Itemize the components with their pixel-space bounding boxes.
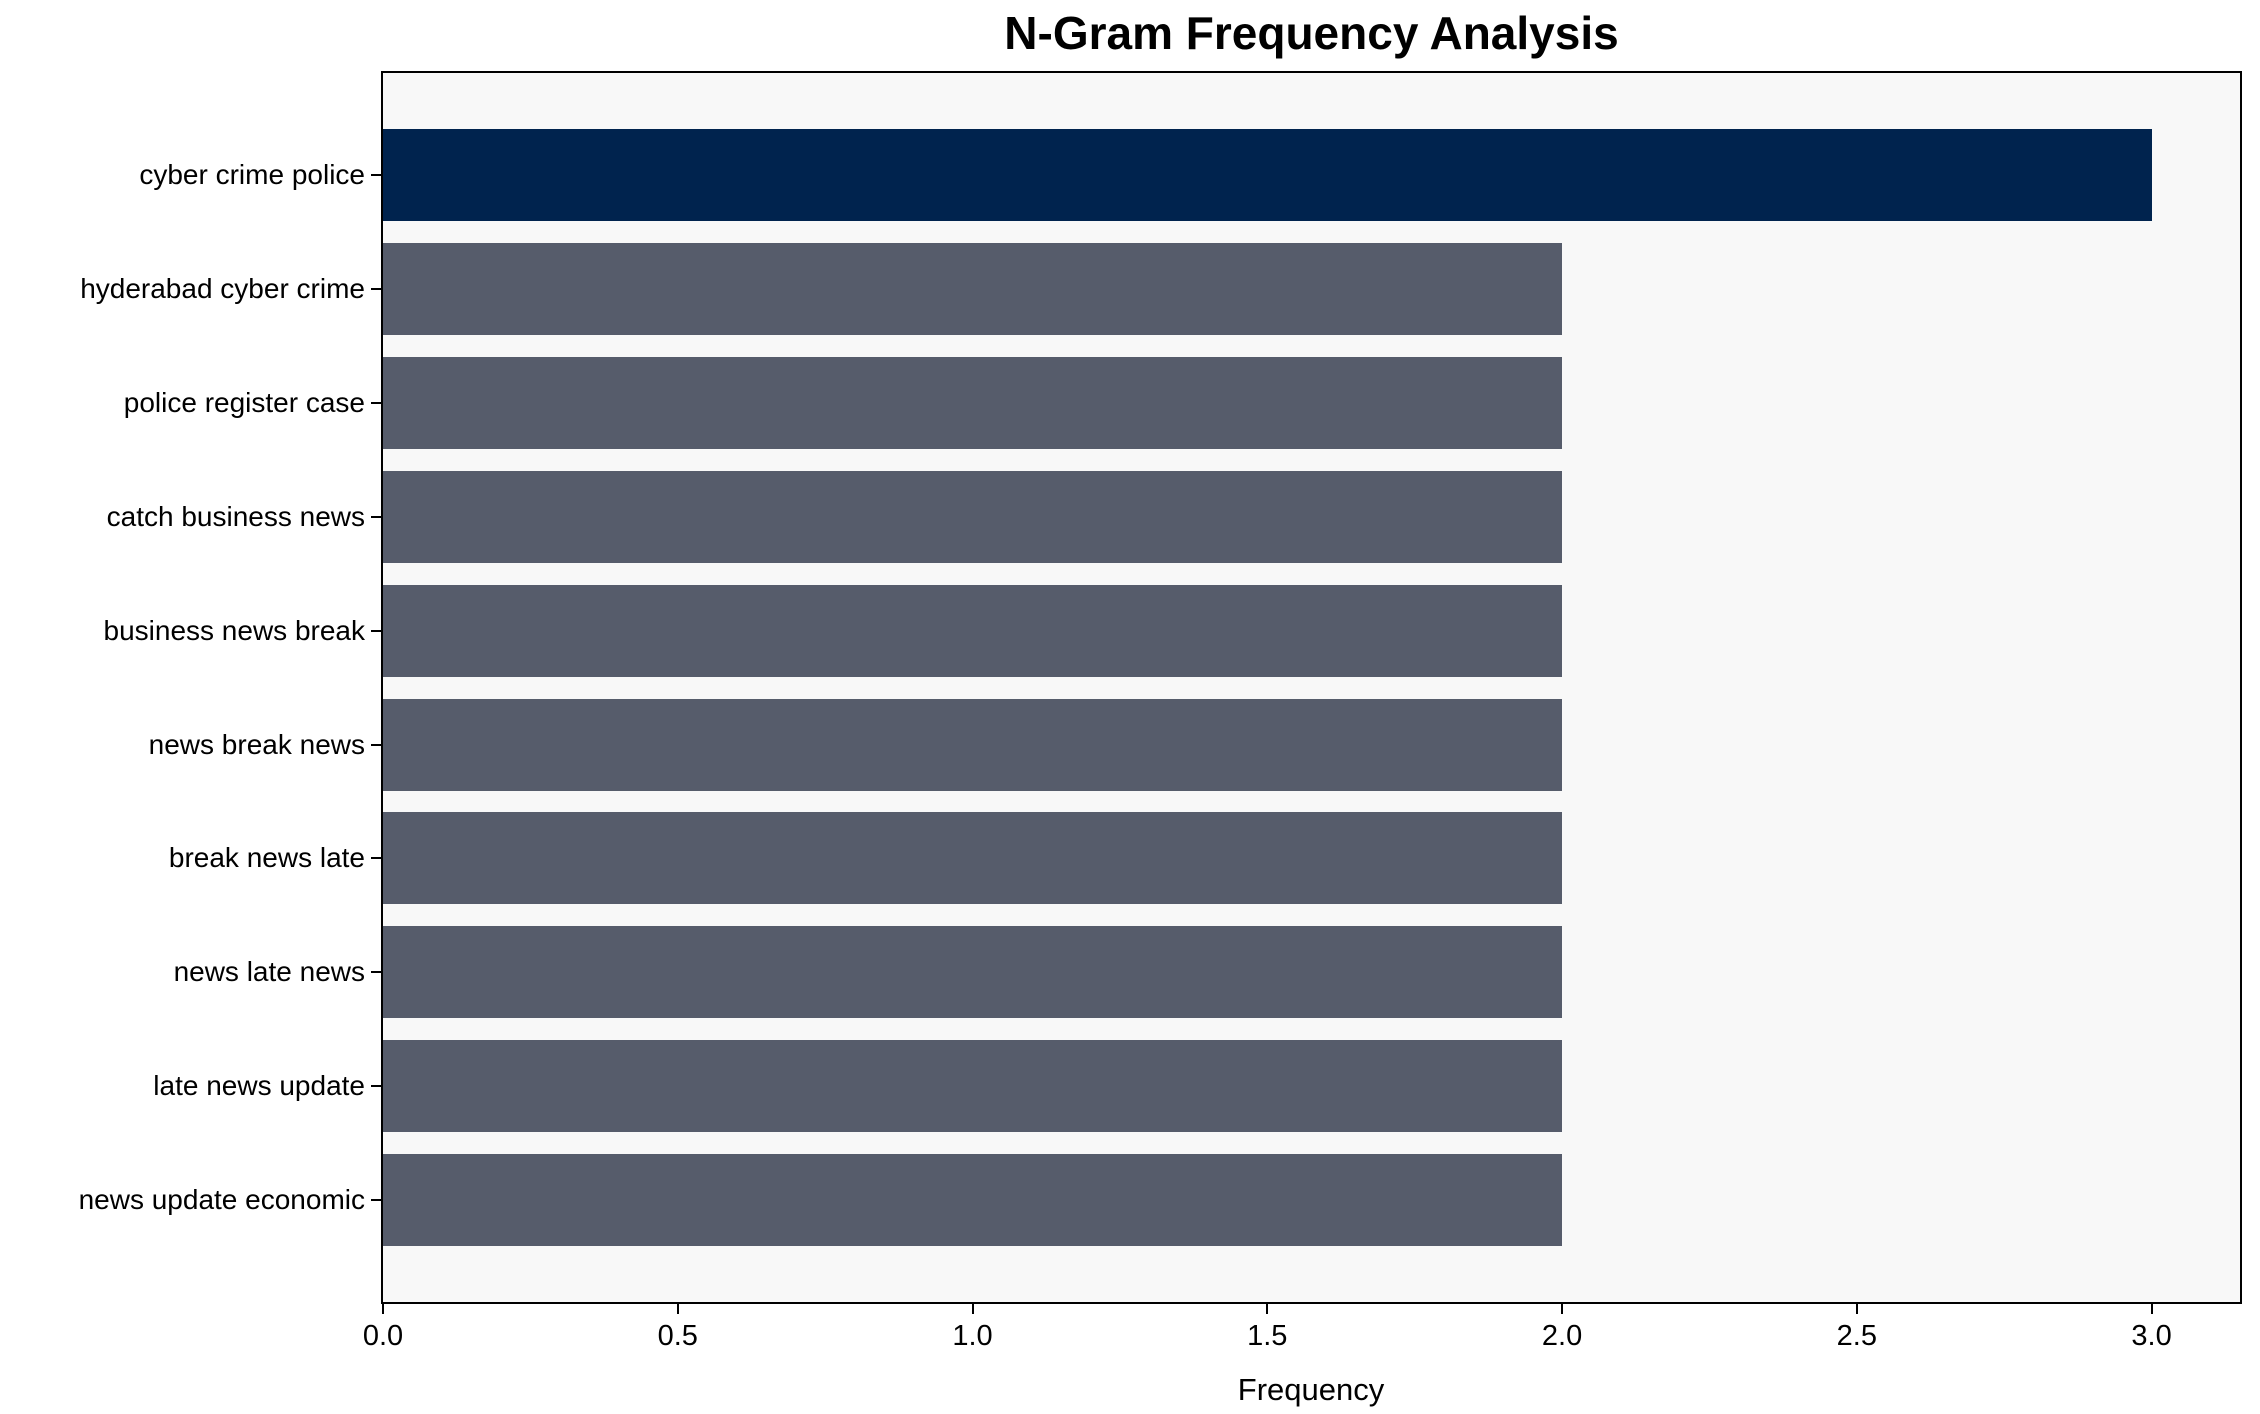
x-tick-mark — [1266, 1304, 1269, 1314]
x-tick-mark — [676, 1304, 679, 1314]
x-tick-label: 3.0 — [2131, 1320, 2172, 1352]
bar — [383, 242, 1563, 335]
y-tick-label: late news update — [153, 1070, 365, 1102]
y-tick-label: news update economic — [78, 1184, 365, 1216]
y-tick-mark — [371, 174, 381, 176]
bar — [383, 356, 1563, 449]
y-tick-mark — [371, 401, 381, 404]
y-tick-label: police register case — [123, 386, 365, 418]
y-tick-label: news late news — [173, 956, 365, 988]
y-tick-mark — [371, 857, 381, 860]
bar — [383, 812, 1563, 905]
y-tick-mark — [371, 971, 381, 974]
x-tick-mark — [971, 1304, 974, 1314]
chart-title: N-Gram Frequency Analysis — [1004, 7, 1619, 59]
x-tick-mark — [1561, 1304, 1564, 1314]
y-tick-label: catch business news — [106, 500, 365, 532]
bar — [383, 1040, 1563, 1133]
y-tick-mark — [371, 1085, 381, 1088]
bar — [383, 698, 1563, 791]
x-tick-label: 1.0 — [952, 1320, 993, 1352]
x-tick-label: 1.5 — [1247, 1320, 1288, 1352]
plot-area — [381, 71, 2242, 1304]
x-tick-mark — [1855, 1304, 1858, 1314]
x-tick-mark — [382, 1304, 384, 1314]
y-tick-label: business news break — [103, 614, 365, 646]
x-axis-label: Frequency — [1237, 1372, 1385, 1407]
y-tick-mark — [371, 629, 381, 632]
y-tick-label: cyber crime police — [139, 159, 365, 190]
bar — [383, 1154, 1563, 1247]
y-tick-mark — [371, 743, 381, 746]
bar — [383, 470, 1563, 563]
y-tick-label: hyderabad cyber crime — [80, 272, 365, 304]
y-tick-mark — [371, 287, 381, 290]
x-tick-mark — [2150, 1304, 2153, 1314]
y-tick-mark — [371, 1199, 381, 1202]
x-tick-label: 2.5 — [1836, 1320, 1877, 1352]
y-tick-label: break news late — [168, 842, 365, 874]
x-tick-label: 0.0 — [362, 1320, 404, 1352]
bar — [383, 129, 2152, 221]
x-tick-label: 0.5 — [657, 1320, 698, 1352]
bar — [383, 926, 1563, 1019]
bar — [383, 584, 1563, 677]
y-tick-label: news break news — [148, 728, 365, 760]
x-tick-label: 2.0 — [1541, 1320, 1583, 1352]
y-tick-mark — [371, 515, 381, 518]
